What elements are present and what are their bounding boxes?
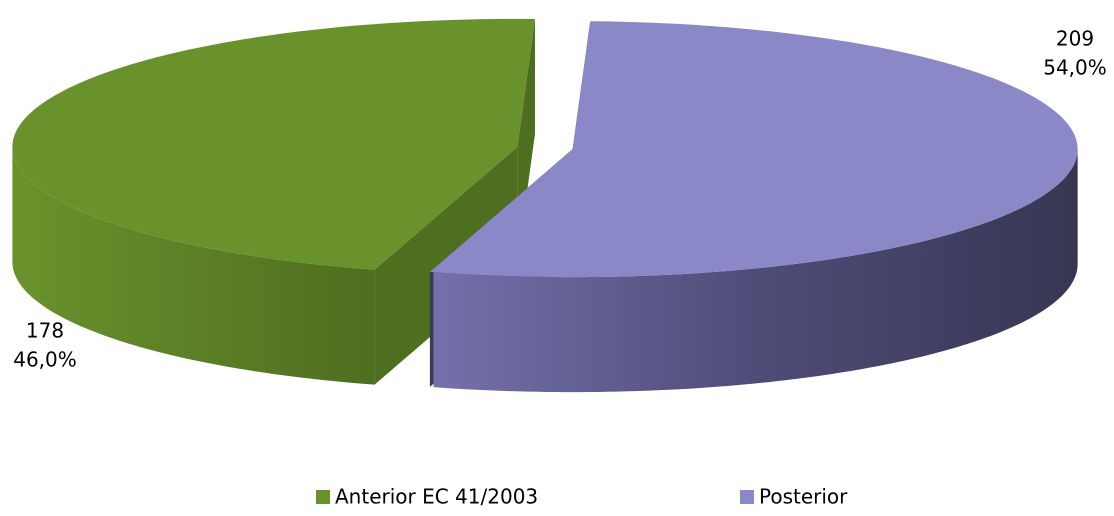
data-label-percent: 46,0%	[13, 348, 77, 372]
legend-swatch	[740, 490, 754, 504]
legend-swatch	[316, 490, 330, 504]
data-label-percent: 54,0%	[1043, 56, 1107, 80]
slice-wall	[433, 149, 1078, 393]
legend-label: Posterior	[759, 485, 848, 509]
data-label: 209	[1056, 27, 1094, 51]
slice	[429, 21, 1078, 278]
legend-label: Anterior EC 41/2003	[335, 485, 538, 509]
data-label: 178	[26, 319, 64, 343]
slice-wall	[12, 148, 375, 385]
slice	[12, 18, 535, 270]
